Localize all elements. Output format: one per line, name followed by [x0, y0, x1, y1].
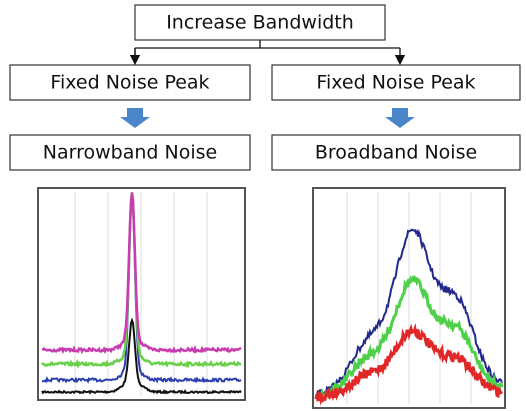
down-arrow — [385, 108, 415, 128]
connector — [134, 40, 400, 60]
title-box — [134, 4, 386, 41]
spectra — [41, 191, 504, 406]
spectrum-trace — [41, 191, 242, 370]
spectrum-trace — [316, 228, 503, 398]
spectrum-trace — [314, 322, 504, 406]
result-box — [271, 134, 521, 171]
down-arrow — [120, 108, 150, 128]
result: Broadband Noise — [315, 142, 477, 164]
result: Narrowband Noise — [43, 142, 217, 164]
spectrum-trace — [41, 193, 242, 384]
spectrum-trace — [314, 275, 504, 401]
spectrum-trace — [41, 192, 242, 355]
condition: Fixed Noise Peak — [50, 72, 209, 94]
condition-box — [271, 64, 521, 101]
result-box — [9, 134, 251, 171]
condition: Fixed Noise Peak — [316, 72, 475, 94]
title: Increase Bandwidth — [166, 12, 354, 34]
spectrum-trace — [41, 317, 242, 395]
condition-box — [9, 64, 251, 101]
